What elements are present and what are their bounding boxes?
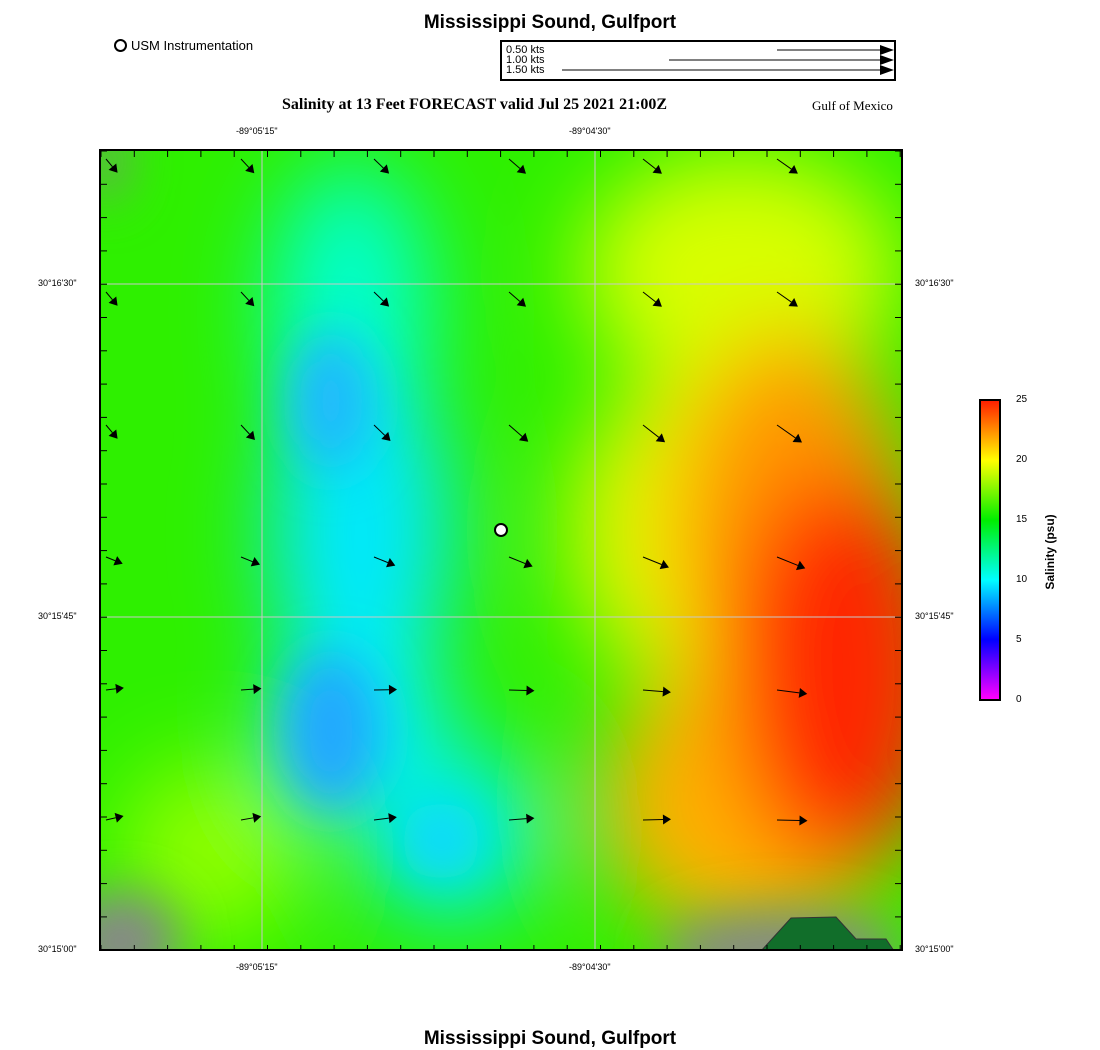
current-arrow: [105, 683, 124, 694]
current-arrow: [240, 158, 255, 174]
colorbar-tick-10: 10: [1016, 574, 1028, 585]
current-arrow: [508, 556, 533, 569]
salinity-field: [101, 151, 901, 949]
colorbar-tick-20: 20: [1016, 454, 1028, 465]
current-arrow: [776, 687, 808, 698]
current-vectors: [105, 158, 808, 826]
current-arrow: [373, 424, 391, 441]
current-arrow: [508, 424, 529, 442]
current-arrow: [776, 556, 806, 571]
current-arrow: [642, 158, 662, 174]
current-arrow: [642, 556, 669, 570]
current-arrow: [105, 291, 118, 306]
colorbar: [979, 399, 1001, 701]
station-legend: USM Instrumentation: [114, 38, 253, 53]
current-arrow: [240, 812, 262, 823]
current-arrow: [508, 291, 526, 307]
salinity-map[interactable]: [99, 149, 903, 951]
current-arrow: [508, 685, 535, 696]
land-polygon: [762, 916, 894, 949]
map-title: Mississippi Sound, Gulfport: [423, 12, 677, 33]
current-arrow: [776, 815, 808, 826]
station-marker-icon: [114, 39, 127, 52]
vector-scale-legend: 0.50 kts 1.00 kts 1.50 kts: [500, 40, 896, 81]
current-arrow: [105, 424, 118, 439]
colorbar-tick-5: 5: [1016, 634, 1022, 645]
current-arrow: [373, 684, 397, 695]
lon-tick-bottom-2: -89°04'30": [569, 962, 611, 972]
current-arrow: [642, 291, 662, 307]
usm-station-marker[interactable]: [494, 523, 508, 537]
region-label: Gulf of Mexico: [812, 98, 893, 113]
current-arrow: [105, 158, 118, 173]
current-arrow: [508, 158, 526, 174]
lat-tick-left-3: 30°15'00": [38, 944, 77, 954]
current-arrow: [240, 424, 255, 440]
frame-ticks: [101, 151, 901, 949]
lon-tick-bottom-1: -89°05'15": [236, 962, 278, 972]
vector-label-100: 1.00 kts: [506, 54, 545, 66]
current-arrow: [105, 812, 124, 823]
lat-tick-right-3: 30°15'00": [915, 944, 954, 954]
current-arrow: [373, 556, 396, 568]
footer-title: Mississippi Sound, Gulfport: [423, 1028, 677, 1049]
graticule: [101, 151, 901, 949]
current-arrow: [240, 684, 262, 695]
current-arrow: [776, 424, 802, 443]
current-arrow: [642, 424, 666, 443]
current-arrow: [240, 291, 255, 307]
colorbar-tick-25: 25: [1016, 394, 1028, 405]
current-arrow: [373, 291, 390, 307]
lon-tick-top-1: -89°05'15": [236, 126, 278, 136]
current-arrow: [508, 813, 535, 824]
current-arrow: [373, 158, 390, 174]
vector-label-150: 1.50 kts: [506, 64, 545, 76]
lon-tick-top-2: -89°04'30": [569, 126, 611, 136]
colorbar-tick-0: 0: [1016, 694, 1022, 705]
colorbar-tick-15: 15: [1016, 514, 1028, 525]
subtitle: Salinity at 13 Feet FORECAST valid Jul 2…: [282, 96, 668, 113]
current-arrow: [240, 556, 261, 567]
lat-tick-right-2: 30°15'45": [915, 611, 954, 621]
current-arrow: [642, 686, 671, 697]
current-arrow: [373, 813, 397, 824]
vector-scale-arrows: [562, 45, 894, 75]
lat-tick-left-1: 30°16'30": [38, 278, 77, 288]
lat-tick-right-1: 30°16'30": [915, 278, 954, 288]
vector-label-050: 0.50 kts: [506, 44, 545, 56]
current-arrow: [776, 291, 798, 307]
station-legend-label: USM Instrumentation: [131, 38, 254, 53]
colorbar-label: Salinity (psu): [1043, 514, 1057, 590]
current-arrow: [642, 814, 671, 825]
lat-tick-left-2: 30°15'45": [38, 611, 77, 621]
current-arrow: [776, 158, 798, 174]
current-arrow: [105, 556, 123, 566]
